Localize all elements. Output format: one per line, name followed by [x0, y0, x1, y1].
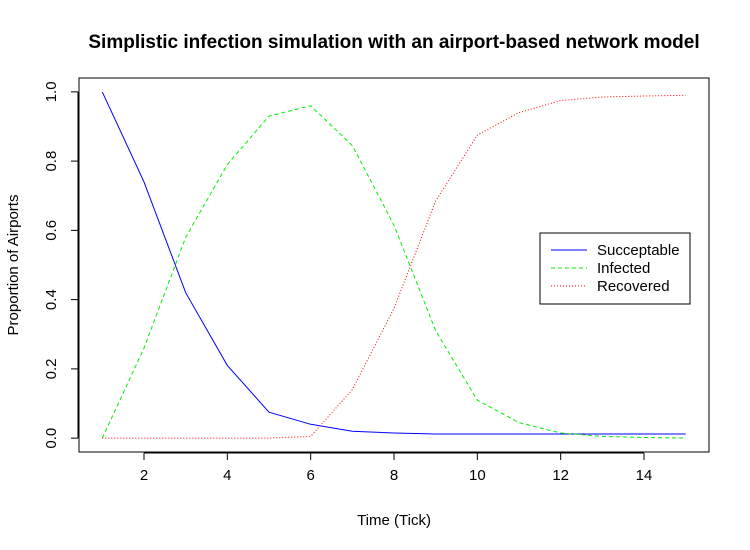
series-line-infected [101, 105, 686, 439]
x-tick-label: 6 [306, 467, 314, 484]
chart-title: Simplistic infection simulation with an … [88, 32, 699, 53]
y-axis-label: Proportion of Airports [5, 195, 22, 336]
x-tick-label: 12 [552, 467, 569, 484]
legend-label-succeptable: Succeptable [597, 242, 680, 259]
series-layer [101, 91, 686, 439]
x-tick-label: 4 [223, 467, 231, 484]
y-tick-label: 0.0 [43, 428, 60, 449]
y-tick-label: 1.0 [43, 81, 60, 102]
y-tick-label: 0.8 [43, 151, 60, 172]
y-tick-label: 0.2 [43, 358, 60, 379]
plot-area-frame [78, 77, 710, 453]
x-tick-label: 14 [636, 467, 653, 484]
x-tick-label: 8 [390, 467, 398, 484]
x-axis: 2 4 6 8 10 12 14 [140, 452, 653, 484]
y-tick-label: 0.4 [43, 289, 60, 310]
y-axis: 0.0 0.2 0.4 0.6 0.8 1.0 [43, 81, 79, 449]
legend-label-infected: Infected [597, 260, 650, 277]
legend-label-recovered: Recovered [597, 278, 670, 295]
y-tick-label: 0.6 [43, 220, 60, 241]
x-tick-label: 10 [469, 467, 486, 484]
x-tick-label: 2 [140, 467, 148, 484]
series-line-succeptable [101, 91, 686, 435]
x-axis-label: Time (Tick) [357, 512, 431, 529]
